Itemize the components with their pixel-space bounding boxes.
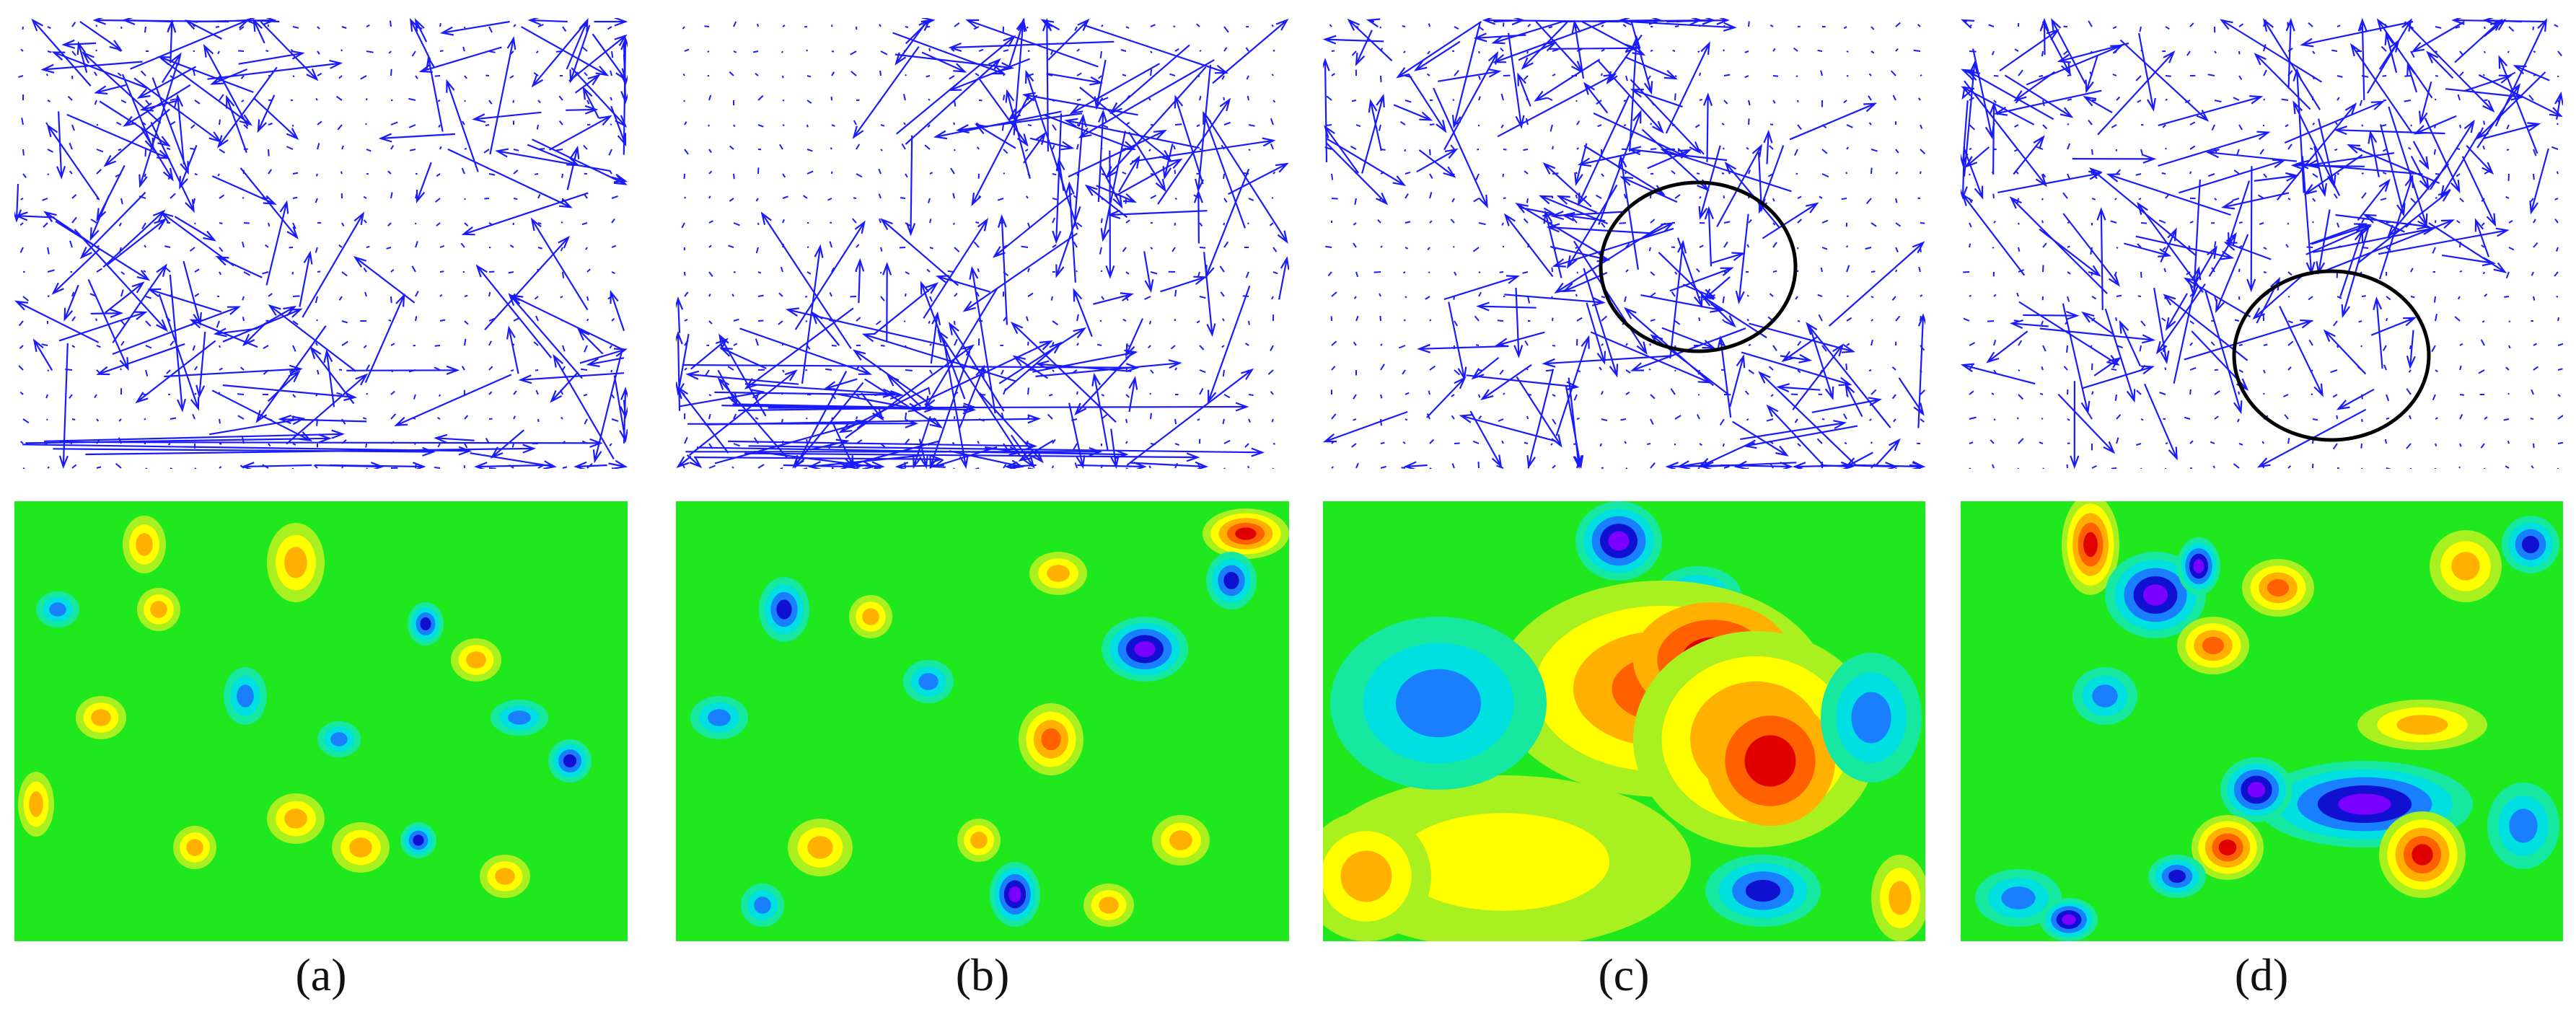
heatmap-b <box>676 501 1289 941</box>
vectors <box>14 18 628 469</box>
heat-blobs <box>690 508 1289 927</box>
heatmap-a <box>14 501 628 941</box>
heatmap-svg-a <box>18 516 592 898</box>
heat-blobs <box>1975 501 2559 941</box>
grid-dots <box>1324 21 1925 469</box>
caption-a: (a) <box>295 949 347 1000</box>
grid-dots <box>18 20 619 469</box>
vector-field-a <box>14 18 628 469</box>
heatmap-svg-b <box>690 508 1289 927</box>
heatmap-svg-d <box>1975 501 2559 941</box>
vector-field-svg-a <box>14 18 628 469</box>
vectors <box>676 18 1289 469</box>
vectors <box>1323 18 1925 469</box>
vectors <box>1961 18 2563 469</box>
highlight-ellipse <box>2232 269 2431 442</box>
vector-field-c <box>1323 18 1925 469</box>
vector-field-svg-c <box>1323 18 1925 469</box>
heatmap-d <box>1961 501 2563 941</box>
vector-field-b <box>676 18 1289 469</box>
vector-field-d <box>1961 18 2563 469</box>
heatmap-c <box>1323 501 1925 941</box>
caption-d: (d) <box>2234 949 2289 1000</box>
heatmap-svg-c <box>1323 501 1925 941</box>
heat-blobs <box>18 516 592 898</box>
caption-c: (c) <box>1598 949 1650 1000</box>
vector-field-svg-b <box>676 18 1289 469</box>
highlight-ellipse <box>1599 180 1798 353</box>
heat-blobs <box>1323 501 1925 941</box>
grid-dots <box>1963 19 2563 469</box>
vector-field-svg-d <box>1961 18 2563 469</box>
grid-dots <box>680 21 1278 469</box>
caption-b: (b) <box>955 949 1010 1000</box>
